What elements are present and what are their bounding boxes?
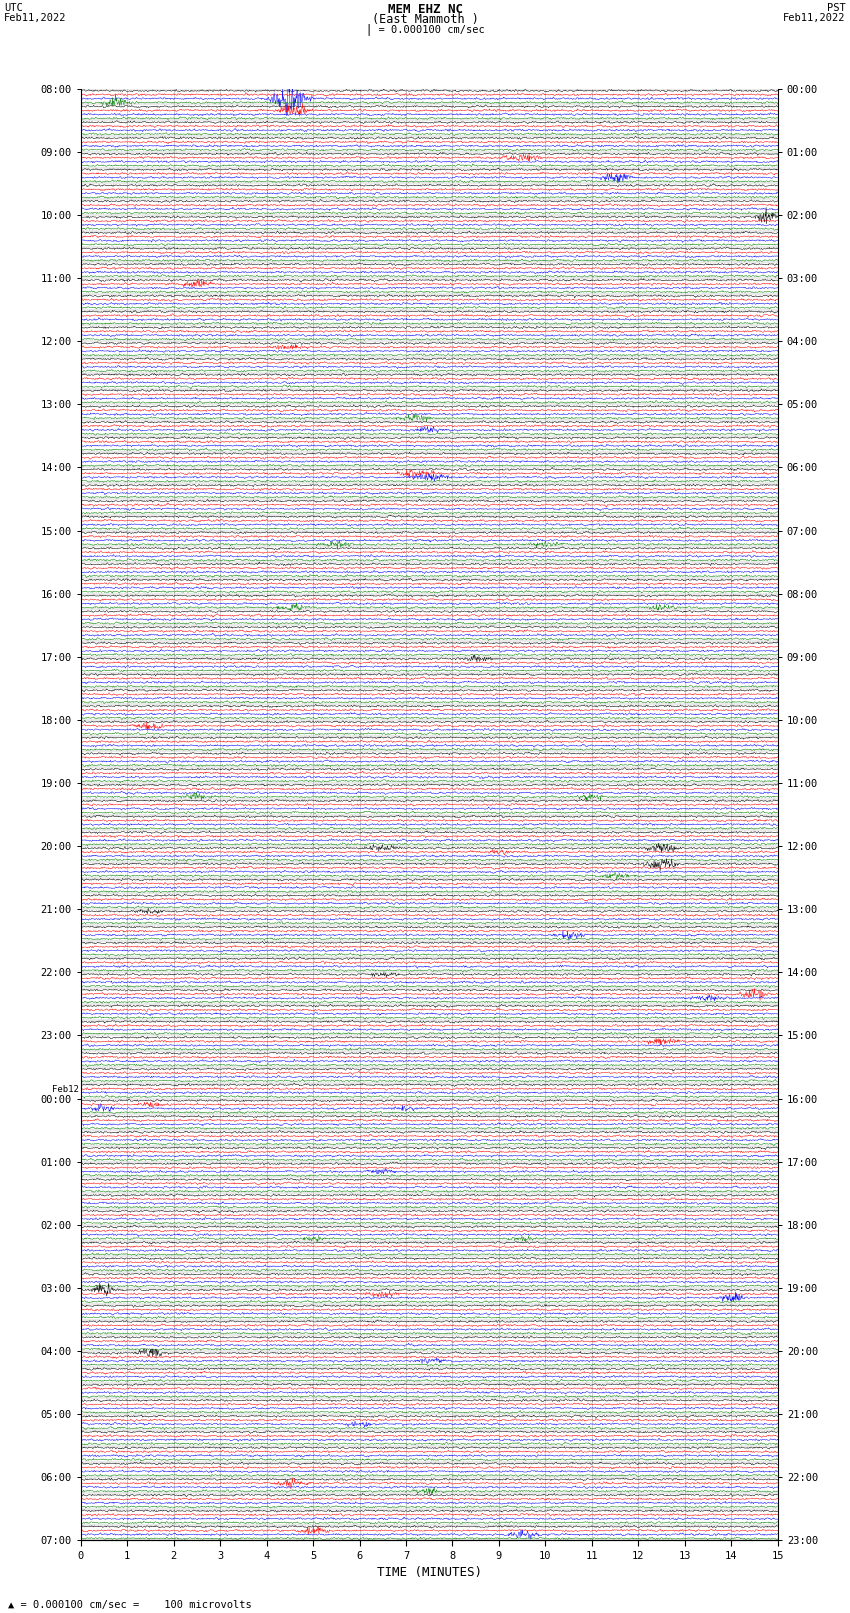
X-axis label: TIME (MINUTES): TIME (MINUTES) <box>377 1566 482 1579</box>
Text: ⎮ = 0.000100 cm/sec: ⎮ = 0.000100 cm/sec <box>366 23 484 34</box>
Text: ▲ = 0.000100 cm/sec =    100 microvolts: ▲ = 0.000100 cm/sec = 100 microvolts <box>8 1600 252 1610</box>
Text: MEM EHZ NC: MEM EHZ NC <box>388 3 462 16</box>
Text: UTC: UTC <box>4 3 23 13</box>
Text: (East Mammoth ): (East Mammoth ) <box>371 13 479 26</box>
Text: PST: PST <box>827 3 846 13</box>
Text: Feb12: Feb12 <box>52 1086 79 1094</box>
Text: Feb11,2022: Feb11,2022 <box>783 13 846 23</box>
Text: Feb11,2022: Feb11,2022 <box>4 13 67 23</box>
